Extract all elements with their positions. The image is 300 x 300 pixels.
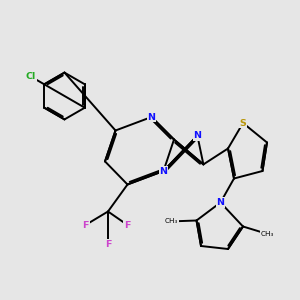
Text: CH₃: CH₃ (261, 231, 274, 237)
Text: F: F (124, 220, 131, 230)
Text: N: N (148, 112, 155, 122)
Text: F: F (82, 220, 89, 230)
Text: F: F (105, 240, 111, 249)
Text: N: N (217, 198, 224, 207)
Text: N: N (194, 131, 201, 140)
Text: Cl: Cl (26, 72, 36, 81)
Text: CH₃: CH₃ (165, 218, 178, 224)
Text: N: N (160, 167, 167, 176)
Text: S: S (240, 118, 246, 127)
